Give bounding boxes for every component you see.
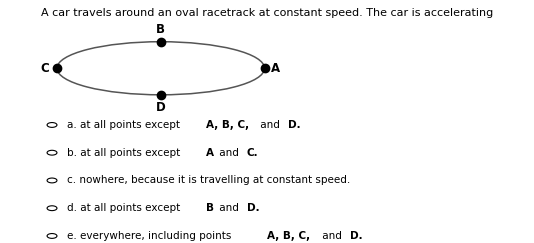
Text: d. at all points except: d. at all points except bbox=[67, 203, 183, 213]
Text: C: C bbox=[41, 62, 50, 75]
Text: A: A bbox=[206, 148, 214, 158]
Text: D.: D. bbox=[350, 231, 363, 241]
Text: b. at all points except: b. at all points except bbox=[67, 148, 183, 158]
Text: A car travels around an oval racetrack at constant speed. The car is acceleratin: A car travels around an oval racetrack a… bbox=[41, 8, 493, 18]
Text: and: and bbox=[216, 148, 242, 158]
Text: D: D bbox=[156, 101, 166, 114]
Text: and: and bbox=[257, 120, 284, 130]
Text: A: A bbox=[271, 62, 280, 75]
Text: and: and bbox=[216, 203, 242, 213]
Text: D.: D. bbox=[288, 120, 301, 130]
Text: B: B bbox=[156, 23, 165, 36]
Text: a. at all points except: a. at all points except bbox=[67, 120, 183, 130]
Text: c. nowhere, because it is travelling at constant speed.: c. nowhere, because it is travelling at … bbox=[67, 175, 350, 185]
Text: e. everywhere, including points: e. everywhere, including points bbox=[67, 231, 234, 241]
Text: D.: D. bbox=[247, 203, 260, 213]
Text: B: B bbox=[206, 203, 214, 213]
Text: A, B, C,: A, B, C, bbox=[206, 120, 249, 130]
Text: C.: C. bbox=[247, 148, 258, 158]
Text: and: and bbox=[318, 231, 344, 241]
Text: A, B, C,: A, B, C, bbox=[267, 231, 310, 241]
